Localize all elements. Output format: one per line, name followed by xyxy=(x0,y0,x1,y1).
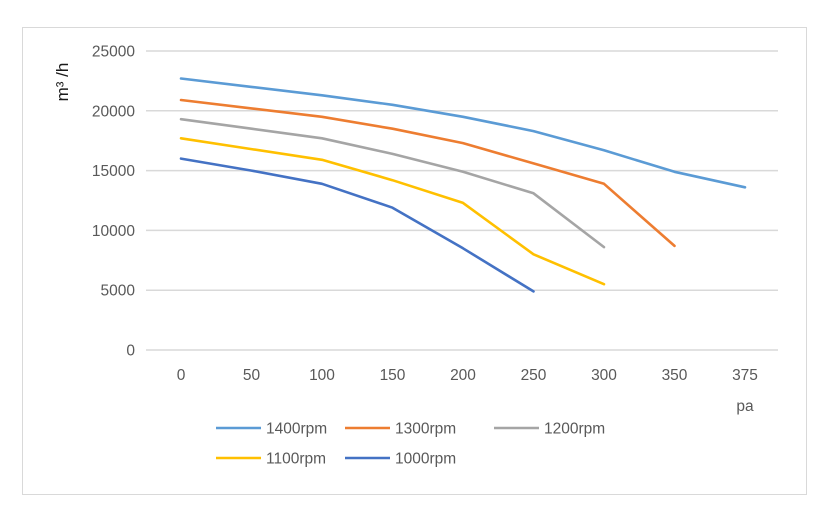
series-line-1100rpm xyxy=(179,137,606,286)
x-tick-label: 200 xyxy=(450,367,476,384)
x-tick-label: 50 xyxy=(243,367,261,384)
x-tick-label: 250 xyxy=(521,367,547,384)
legend-label: 1300rpm xyxy=(395,421,456,438)
legend-item-1300rpm: 1300rpm xyxy=(345,421,456,438)
x-tick-label: 150 xyxy=(380,367,406,384)
x-tick-label: 375 xyxy=(732,367,758,384)
x-axis-ticks: 0 50 100 150 200 250 300 350 375 xyxy=(177,367,758,384)
series-line-1000rpm xyxy=(179,157,535,293)
y-tick-label: 25000 xyxy=(92,44,135,61)
legend-label: 1100rpm xyxy=(266,451,326,468)
x-axis-title: pa xyxy=(736,398,754,415)
y-tick-label: 0 xyxy=(126,343,135,360)
series-line-1200rpm xyxy=(179,117,606,249)
x-tick-label: 350 xyxy=(662,367,688,384)
gridlines xyxy=(146,50,778,351)
legend-item-1100rpm: 1100rpm xyxy=(216,451,326,468)
legend-label: 1000rpm xyxy=(395,451,456,468)
legend-label: 1400rpm xyxy=(266,421,327,438)
x-tick-label: 100 xyxy=(309,367,335,384)
y-tick-label: 20000 xyxy=(92,103,135,120)
legend: 1400rpm 1300rpm 1200rpm 1100rpm 1000rpm xyxy=(216,421,605,468)
legend-item-1400rpm: 1400rpm xyxy=(216,421,327,438)
series-line-1400rpm xyxy=(179,77,747,189)
y-tick-label: 5000 xyxy=(101,283,136,300)
series-lines xyxy=(179,77,747,293)
legend-item-1000rpm: 1000rpm xyxy=(345,451,456,468)
series-line-1300rpm xyxy=(179,98,676,248)
y-axis-ticks: 0 5000 10000 15000 20000 25000 xyxy=(92,44,135,360)
x-tick-label: 0 xyxy=(177,367,186,384)
y-tick-label: 10000 xyxy=(92,223,135,240)
legend-item-1200rpm: 1200rpm xyxy=(494,421,605,438)
y-axis-title: m³ /h xyxy=(53,63,72,102)
x-tick-label: 300 xyxy=(591,367,617,384)
y-tick-label: 15000 xyxy=(92,163,135,180)
chart-frame xyxy=(22,27,807,495)
legend-label: 1200rpm xyxy=(544,421,605,438)
